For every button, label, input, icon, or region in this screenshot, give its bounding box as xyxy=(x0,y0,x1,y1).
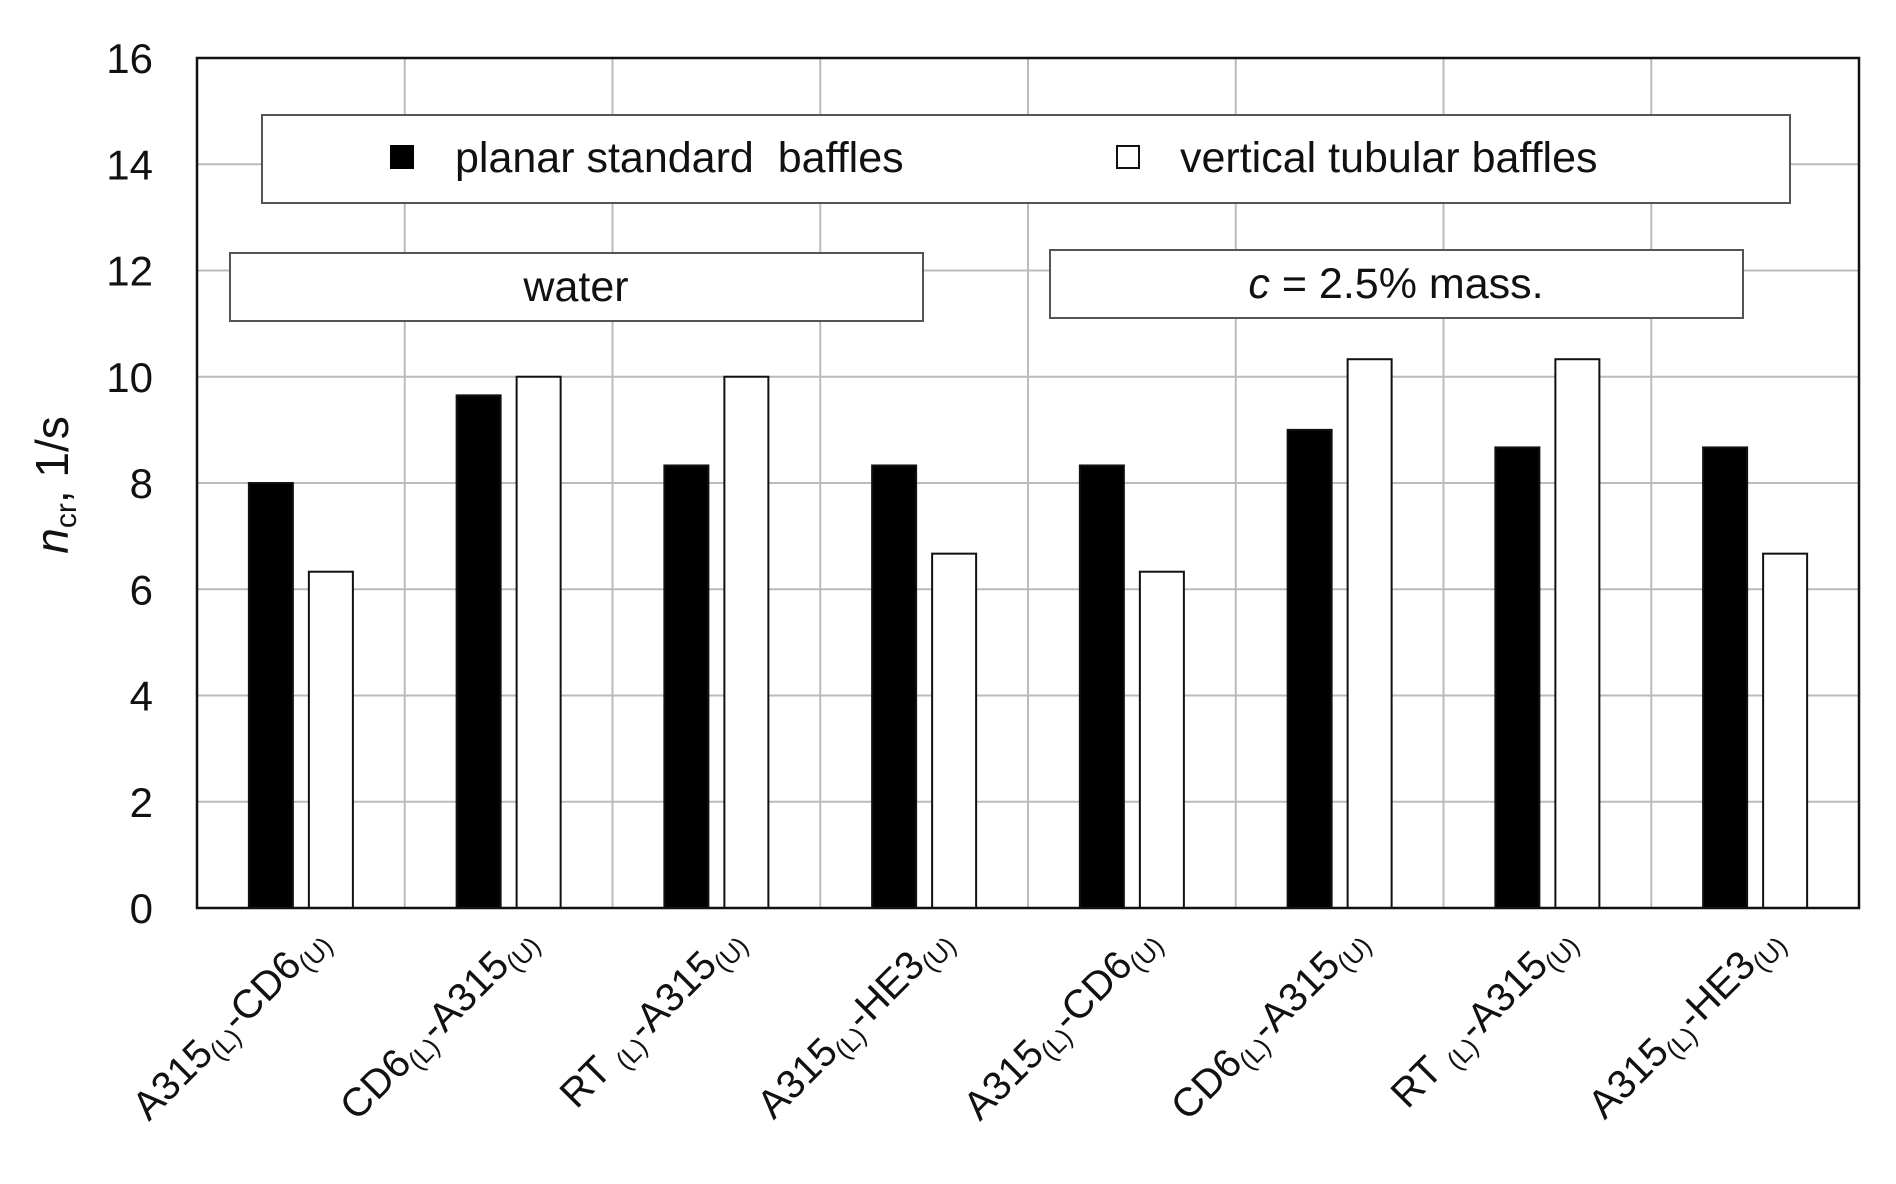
bar-vertical xyxy=(515,375,562,909)
y-tick-label: 4 xyxy=(130,673,153,720)
legend-box xyxy=(261,114,1791,204)
y-axis-label-rest: , 1/s xyxy=(26,416,78,503)
legend-swatch-planar xyxy=(390,145,414,169)
x-tick-label: RT (L)-A315(U) xyxy=(552,917,755,1120)
x-tick-label: A315(L)-HE3(U) xyxy=(1580,917,1793,1130)
annotation-water: water xyxy=(229,252,924,322)
bar-vertical xyxy=(307,570,354,909)
annotation-concentration-italic: c xyxy=(1248,260,1270,308)
x-tick-label: CD6(L)-A315(U) xyxy=(1163,917,1378,1132)
legend-label-vertical: vertical tubular baffles xyxy=(1180,134,1598,182)
annotation-concentration-rest: = 2.5% mass. xyxy=(1270,260,1544,308)
bar-vertical xyxy=(723,375,770,909)
y-tick-label: 16 xyxy=(106,35,153,82)
legend-swatch-vertical xyxy=(1116,145,1140,169)
y-axis-label: ncr, 1/s xyxy=(26,416,83,554)
y-axis-label-sub: cr xyxy=(50,503,83,528)
legend-label-planar: planar standard baffles xyxy=(455,134,904,182)
legend: planar standard baffles vertical tubular… xyxy=(261,114,1791,204)
bar-planar xyxy=(1702,446,1749,909)
bar-planar xyxy=(455,394,502,909)
x-tick-labels: A315(L)-CD6(U)CD6(L)-A315(U)RT (L)-A315(… xyxy=(124,917,1793,1132)
bar-planar xyxy=(1494,446,1541,909)
x-tick-label: CD6(L)-A315(U) xyxy=(332,917,547,1132)
plot-frame xyxy=(195,56,1861,910)
y-tick-label: 0 xyxy=(130,885,153,932)
y-tick-label: 2 xyxy=(130,779,153,826)
x-tick-label: A315(L)-CD6(U) xyxy=(955,917,1170,1132)
y-tick-label: 14 xyxy=(106,141,153,188)
bar-vertical xyxy=(931,552,978,909)
y-tick-label: 12 xyxy=(106,248,153,295)
bar-planar xyxy=(247,482,294,909)
x-tick-label: RT (L)-A315(U) xyxy=(1383,917,1586,1120)
bar-vertical xyxy=(1762,552,1809,909)
annotation-concentration-box xyxy=(1049,249,1744,319)
y-tick-label: 6 xyxy=(130,566,153,613)
bar-planar xyxy=(663,464,710,909)
y-tick-labels: 0 2 4 6 8 10 12 14 16 xyxy=(106,35,153,932)
bar-planar xyxy=(871,464,918,909)
bar-planar xyxy=(1078,464,1125,909)
bars xyxy=(247,358,1809,909)
annotation-concentration: c = 2.5% mass. xyxy=(1049,249,1744,319)
bar-planar xyxy=(1286,428,1333,909)
annotation-water-text: water xyxy=(522,263,628,311)
y-tick-label: 10 xyxy=(106,354,153,401)
bar-vertical xyxy=(1346,358,1393,909)
y-tick-label: 8 xyxy=(130,460,153,507)
bar-vertical xyxy=(1554,358,1601,909)
annotation-water-box xyxy=(229,252,924,322)
x-tick-label: A315(L)-HE3(U) xyxy=(749,917,962,1130)
bar-vertical xyxy=(1138,570,1185,909)
x-tick-label: A315(L)-CD6(U) xyxy=(124,917,339,1132)
annotation-concentration-text: c = 2.5% mass. xyxy=(1248,260,1543,308)
y-axis-label-main: n xyxy=(26,528,78,554)
